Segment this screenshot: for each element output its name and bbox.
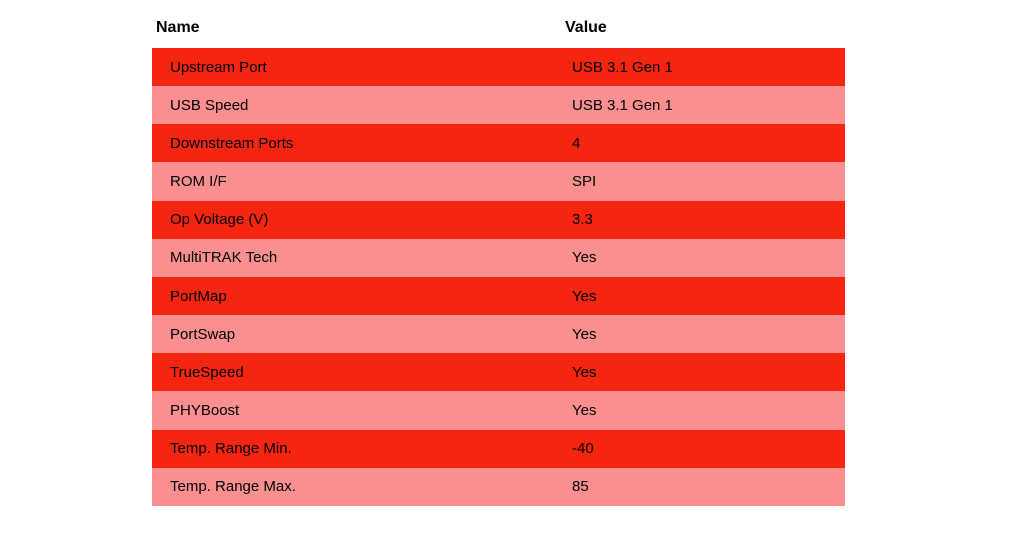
row-value-cell: 4 xyxy=(572,134,581,152)
table-row: Op Voltage (V) 3.3 xyxy=(152,200,845,239)
row-value-cell: Yes xyxy=(572,401,597,419)
row-value-cell: SPI xyxy=(572,173,597,191)
table-row: Temp. Range Max. 85 xyxy=(152,467,845,506)
row-value-cell: -40 xyxy=(572,440,594,458)
table-row: PortSwap Yes xyxy=(152,315,845,354)
table-row: Temp. Range Min. -40 xyxy=(152,429,845,468)
table-row: PHYBoost Yes xyxy=(152,391,845,430)
row-value-cell: Yes xyxy=(572,249,597,267)
row-value-cell: Yes xyxy=(572,287,597,305)
row-name-cell: Downstream Ports xyxy=(170,134,294,152)
row-value-cell: USB 3.1 Gen 1 xyxy=(572,96,673,114)
row-name-cell: USB Speed xyxy=(170,96,249,114)
row-name-cell: Temp. Range Min. xyxy=(170,440,292,458)
row-name-cell: Temp. Range Max. xyxy=(170,478,296,496)
row-name-cell: PortSwap xyxy=(170,325,236,343)
row-name-cell: PHYBoost xyxy=(170,401,240,419)
row-name-cell: ROM I/F xyxy=(170,173,227,191)
column-header-value: Value xyxy=(565,19,607,36)
table-body: Upstream Port USB 3.1 Gen 1 USB Speed US… xyxy=(152,48,845,506)
row-name-cell: PortMap xyxy=(170,287,227,305)
table-row: ROM I/F SPI xyxy=(152,162,845,201)
spec-table: Name Value Upstream Port USB 3.1 Gen 1 U… xyxy=(152,8,845,506)
row-name-cell: Upstream Port xyxy=(170,58,267,76)
row-value-cell: USB 3.1 Gen 1 xyxy=(572,58,673,76)
table-row: Upstream Port USB 3.1 Gen 1 xyxy=(152,48,845,87)
table-row: USB Speed USB 3.1 Gen 1 xyxy=(152,86,845,125)
table-row: MultiTRAK Tech Yes xyxy=(152,238,845,277)
row-value-cell: 85 xyxy=(572,478,589,496)
row-name-cell: Op Voltage (V) xyxy=(170,211,269,229)
column-header-name: Name xyxy=(156,19,200,36)
row-value-cell: Yes xyxy=(572,325,597,343)
row-name-cell: MultiTRAK Tech xyxy=(170,249,278,267)
row-value-cell: 3.3 xyxy=(572,211,593,229)
table-header-row: Name Value xyxy=(152,8,845,48)
table-row: Downstream Ports 4 xyxy=(152,124,845,163)
row-name-cell: TrueSpeed xyxy=(170,363,244,381)
row-value-cell: Yes xyxy=(572,363,597,381)
table-row: PortMap Yes xyxy=(152,276,845,316)
table-row: TrueSpeed Yes xyxy=(152,353,845,392)
